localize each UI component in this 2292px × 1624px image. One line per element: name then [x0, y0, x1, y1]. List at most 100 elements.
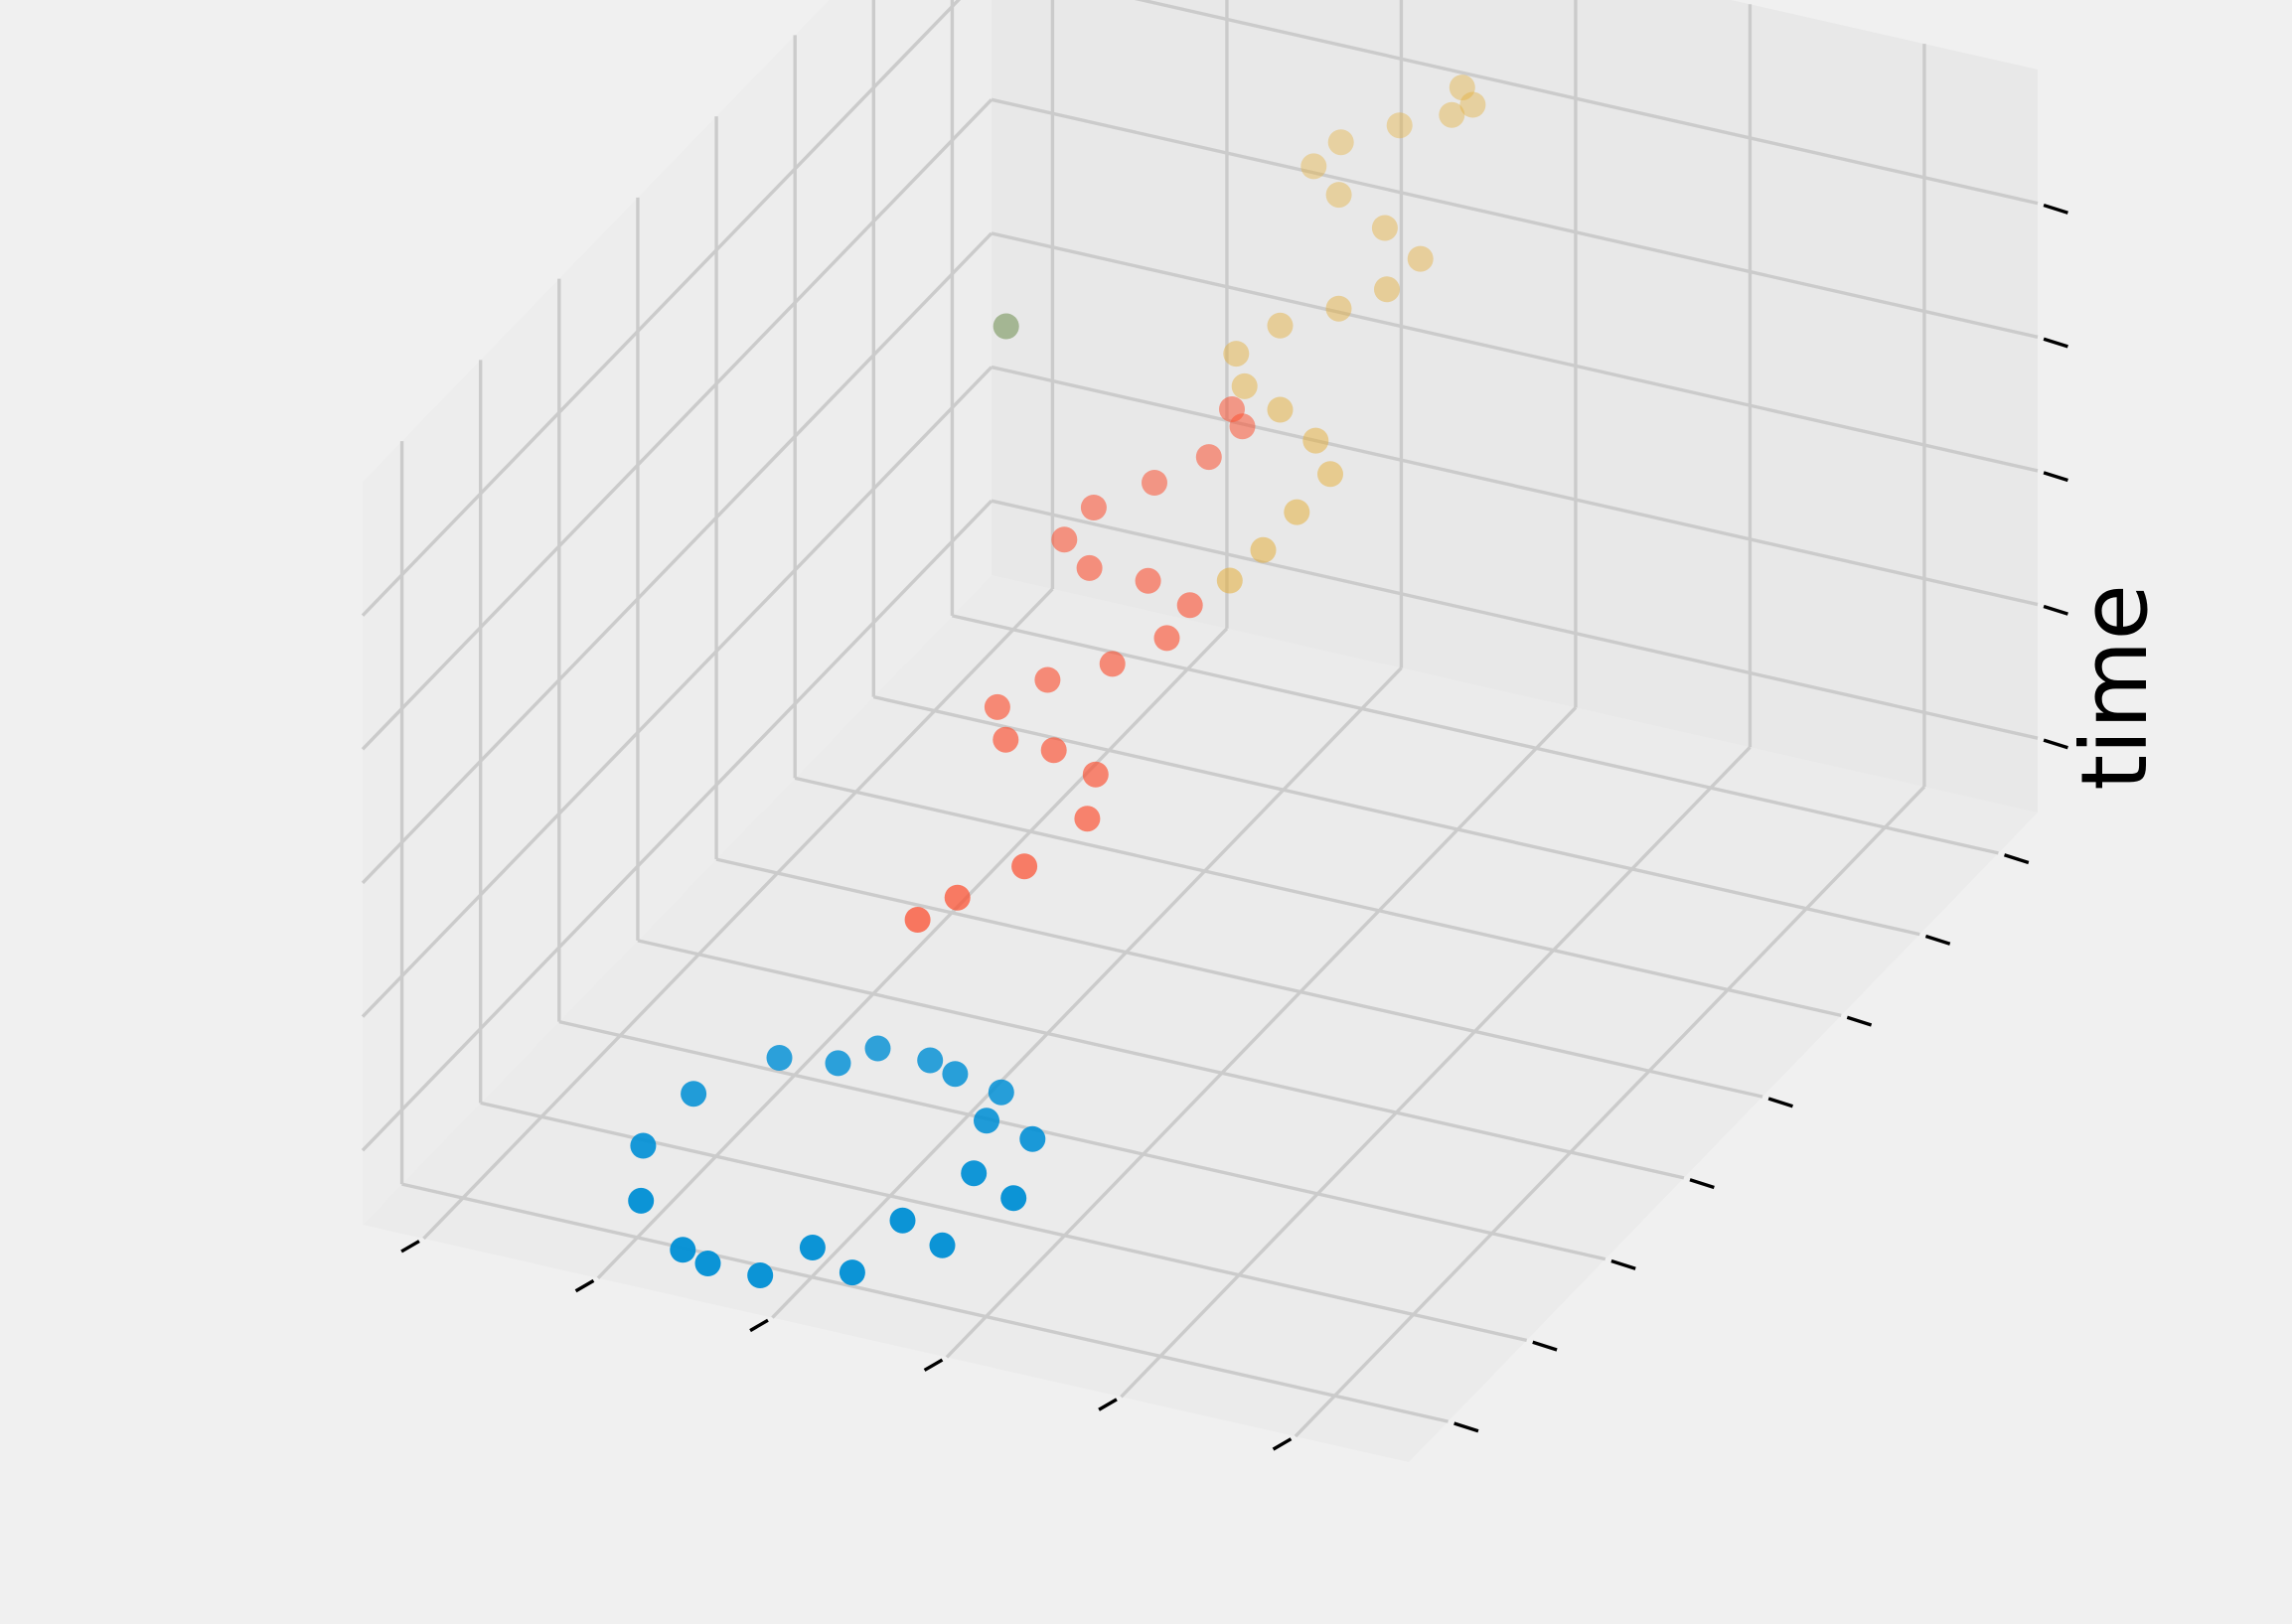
- data-point-s1-3: [1074, 806, 1101, 832]
- grid-line-y-floor-7: [952, 614, 1999, 855]
- grid-line-y-floor-3: [637, 939, 1685, 1180]
- data-point-s1-0: [904, 907, 931, 933]
- data-point-s0-19: [825, 1050, 851, 1077]
- z-tick-3: [2043, 337, 2068, 349]
- z-tick-4: [2043, 203, 2068, 215]
- data-point-s1-9: [1099, 651, 1126, 677]
- data-point-s2-11: [1407, 245, 1434, 272]
- data-point-s0-16: [1019, 1125, 1046, 1152]
- data-point-s1-15: [1080, 495, 1107, 520]
- data-point-s2-5: [1267, 396, 1294, 423]
- data-point-s1-8: [1034, 666, 1061, 693]
- grid-line-z-back-0: [991, 499, 2039, 740]
- grid-line-x-floor-0: [422, 587, 1054, 1241]
- data-point-s2-4: [1302, 427, 1329, 454]
- data-point-s2-9: [1325, 295, 1352, 322]
- data-point-s0-6: [864, 1035, 891, 1062]
- data-point-s2-12: [1371, 215, 1398, 241]
- data-point-s2-19: [1449, 74, 1475, 101]
- data-point-s0-2: [889, 1207, 916, 1234]
- grid-line-x-floor-2: [771, 666, 1403, 1319]
- grid-line-x-floor-5: [1294, 785, 1926, 1438]
- grid-line-x-floor-3: [945, 706, 1578, 1359]
- grid-line-z-left-1: [361, 366, 993, 1018]
- y-tick-6: [1924, 934, 1951, 946]
- data-point-s2-3: [1317, 461, 1343, 488]
- y-tick-2: [1610, 1258, 1636, 1270]
- data-point-s1-14: [1051, 526, 1078, 553]
- data-point-s1-1: [944, 884, 971, 911]
- z-axis-label: time: [2062, 584, 2168, 791]
- data-point-s2-13: [1325, 182, 1352, 209]
- grid-line-z-back-3: [991, 97, 2039, 339]
- data-point-s2-2: [1284, 499, 1310, 525]
- data-point-s0-17: [988, 1079, 1014, 1106]
- data-point-s0-12: [747, 1262, 774, 1288]
- z-tick-1: [2043, 604, 2068, 616]
- data-point-s2-18: [1459, 91, 1486, 118]
- y-tick-0: [1453, 1421, 1479, 1433]
- data-point-s0-10: [628, 1187, 655, 1214]
- data-point-s0-8: [681, 1081, 707, 1107]
- grid-line-y-floor-0: [401, 1182, 1449, 1423]
- data-point-s2-1: [1250, 536, 1277, 563]
- data-point-s1-10: [1153, 625, 1180, 652]
- y-tick-5: [1846, 1015, 1873, 1027]
- data-point-s2-0: [1216, 567, 1243, 594]
- y-tick-7: [2004, 853, 2030, 865]
- grid-line-y-floor-6: [872, 694, 1920, 937]
- data-point-s1-12: [1135, 567, 1161, 594]
- axis-panes: [363, 0, 2038, 1462]
- data-point-s0-13: [839, 1259, 865, 1286]
- data-point-s0-14: [929, 1232, 956, 1258]
- data-point-s3-0: [993, 313, 1019, 340]
- data-point-s3-1: [993, 313, 1019, 340]
- grid-line-x-floor-4: [1120, 746, 1752, 1399]
- left-pane: [363, 0, 992, 1225]
- data-point-s1-17: [1195, 444, 1222, 471]
- grid-line-z-left-4: [361, 0, 962, 617]
- grid-line-z-left-2: [361, 231, 993, 885]
- data-point-s1-2: [1011, 853, 1038, 880]
- y-tick-4: [1767, 1097, 1793, 1108]
- data-point-s0-15: [1000, 1185, 1027, 1212]
- grid-line-y-floor-2: [558, 1019, 1606, 1261]
- data-point-s1-18: [1229, 413, 1256, 440]
- z-tick-0: [2043, 738, 2068, 750]
- grid-line-y-floor-4: [715, 857, 1763, 1099]
- grid-line-z-left-3: [361, 98, 993, 751]
- data-point-s0-11: [670, 1237, 696, 1263]
- data-point-s1-7: [984, 693, 1010, 720]
- x-tick-4: [1098, 1398, 1118, 1411]
- data-point-s0-7: [766, 1045, 793, 1071]
- data-point-s0-4: [974, 1107, 999, 1134]
- x-tick-0: [400, 1240, 420, 1254]
- data-point-s2-15: [1327, 129, 1354, 156]
- data-point-s0-1: [799, 1235, 826, 1260]
- y-tick-1: [1532, 1340, 1558, 1352]
- grid-line-z-back-4: [1134, 0, 2039, 206]
- data-point-s2-17: [1439, 101, 1465, 128]
- grid-line-z-back-2: [991, 231, 2039, 473]
- data-point-s2-8: [1267, 312, 1294, 339]
- data-point-s0-0: [694, 1251, 721, 1276]
- grid-line-z-back-1: [991, 365, 2039, 607]
- data-point-s1-6: [993, 726, 1019, 753]
- y-tick-3: [1689, 1178, 1715, 1190]
- x-tick-1: [574, 1278, 595, 1293]
- floor-pane: [363, 575, 2038, 1462]
- x-tick-2: [749, 1318, 769, 1333]
- data-point-s2-16: [1386, 112, 1413, 139]
- data-point-s2-6: [1231, 372, 1258, 399]
- x-tick-3: [923, 1358, 944, 1372]
- data-point-s1-5: [1040, 737, 1067, 764]
- data-point-s2-7: [1223, 341, 1250, 368]
- data-point-s1-11: [1176, 592, 1203, 619]
- back-pane: [992, 0, 2038, 812]
- data-point-s1-4: [1082, 761, 1109, 788]
- data-point-s1-16: [1142, 470, 1167, 496]
- data-point-s0-5: [942, 1061, 969, 1088]
- data-point-s0-18: [917, 1047, 944, 1074]
- z-tick-2: [2043, 471, 2068, 483]
